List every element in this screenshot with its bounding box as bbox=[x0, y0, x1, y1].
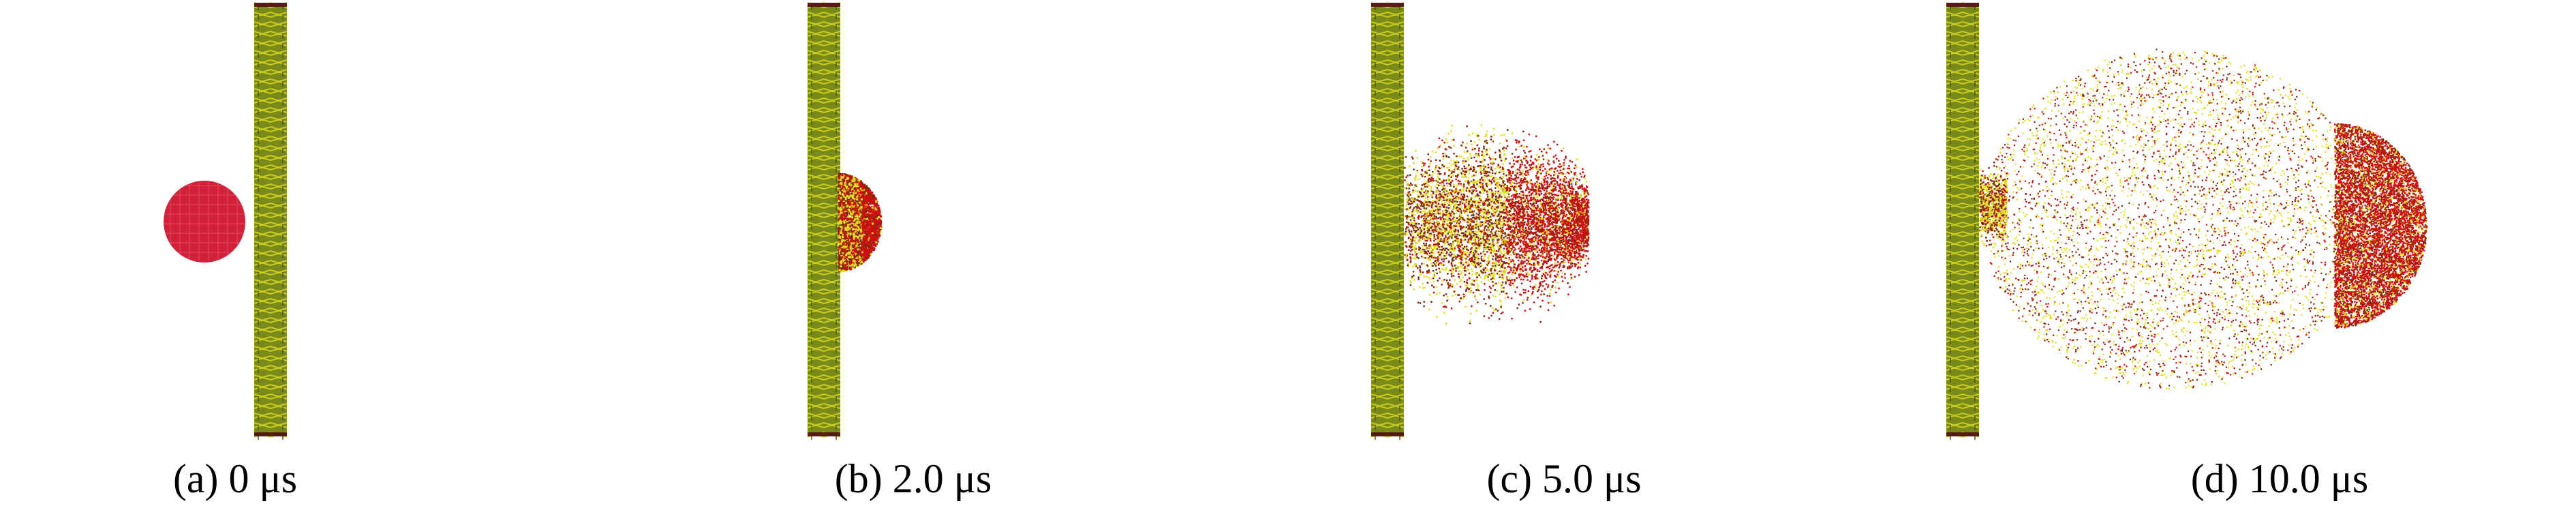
debris-front bbox=[2334, 123, 2428, 329]
panel-b: (b) 2.0 μs bbox=[644, 0, 1288, 508]
scene-c bbox=[1370, 1, 1590, 440]
scene-b bbox=[807, 1, 883, 440]
panel-c: (c) 5.0 μs bbox=[1288, 0, 1932, 508]
panel-d: (d) 10.0 μs bbox=[1932, 0, 2576, 508]
debris-cloud bbox=[1404, 124, 1590, 325]
projectile-sphere bbox=[164, 181, 245, 263]
scene-d bbox=[1946, 1, 2428, 440]
panel-a: (a) 0 μs bbox=[0, 0, 644, 508]
target-plate bbox=[807, 1, 841, 440]
target-plate bbox=[1946, 1, 1980, 440]
debris-halo bbox=[1982, 48, 2365, 389]
debris-plume bbox=[1979, 162, 2008, 249]
caption-c: (c) 5.0 μs bbox=[1360, 458, 1768, 499]
target-plate bbox=[254, 1, 288, 440]
caption-d: (d) 10.0 μs bbox=[2075, 458, 2484, 499]
caption-a: (a) 0 μs bbox=[31, 458, 440, 499]
scene-a bbox=[164, 1, 288, 440]
caption-b: (b) 2.0 μs bbox=[709, 458, 1118, 499]
debris-cloud bbox=[838, 173, 883, 273]
target-plate bbox=[1370, 1, 1405, 440]
